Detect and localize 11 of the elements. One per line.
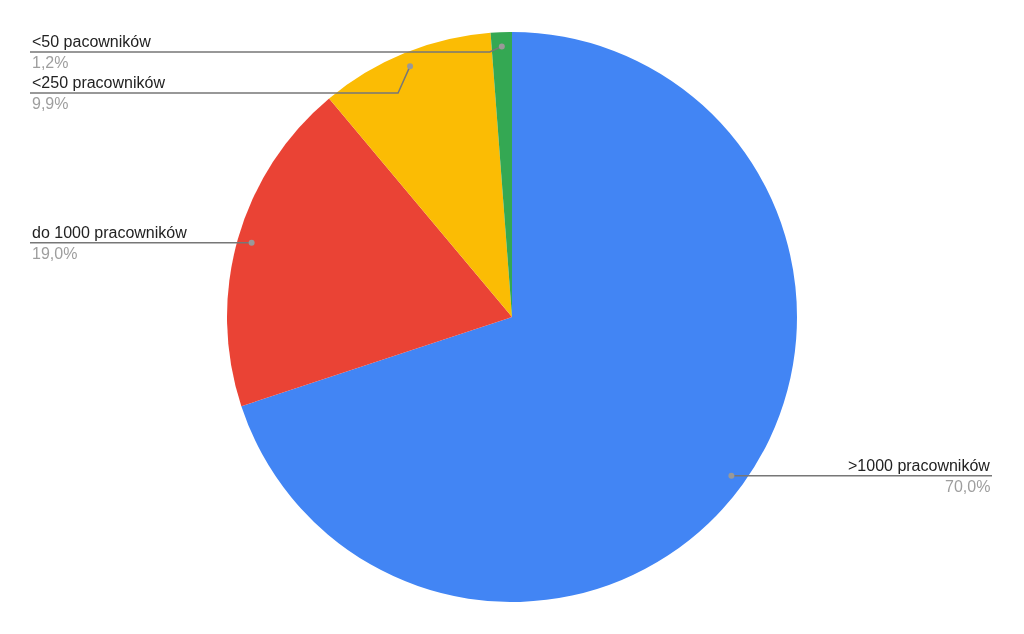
data-label: 1,2% <box>32 54 69 71</box>
data-label: 70,0% <box>945 478 991 495</box>
data-label: 19,0% <box>32 245 78 262</box>
slice-label: do 1000 pracowników <box>32 224 188 241</box>
data-label: 9,9% <box>32 95 69 112</box>
pie-slice <box>241 32 797 602</box>
slice-label: >1000 pracowników <box>848 457 991 474</box>
pie-slice <box>227 98 512 407</box>
pie-slice <box>329 32 512 317</box>
slice-label: <250 pracowników <box>32 74 166 91</box>
slice-label: <50 pacowników <box>32 33 152 50</box>
